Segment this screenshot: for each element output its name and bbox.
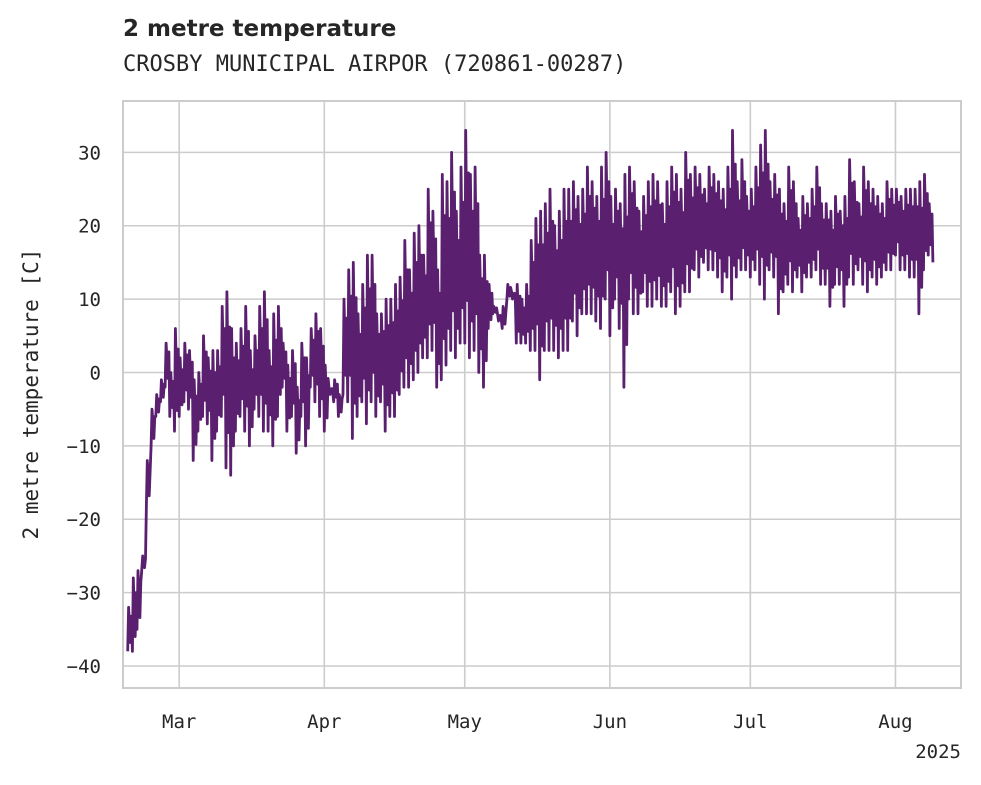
chart-subtitle: CROSBY MUNICIPAL AIRPOR (720861-00287) [123, 52, 627, 77]
y-axis-label: 2 metre temperature [C] [19, 249, 43, 540]
y-tick-label: −10 [67, 436, 101, 458]
y-tick-label: 10 [78, 289, 101, 311]
x-tick-label: Mar [162, 711, 196, 733]
series-layer [126, 129, 935, 653]
x-tick-labels: Mar Apr May Jun Jul Aug [162, 711, 913, 733]
y-tick-label: 20 [78, 216, 101, 238]
x-year-label: 2025 [915, 741, 961, 763]
x-tick-label: Jun [593, 711, 627, 733]
y-tick-label: −40 [67, 656, 101, 678]
temperature-series-line [126, 129, 935, 653]
plot-frame [122, 100, 962, 689]
x-tick-label: Aug [878, 711, 912, 733]
y-tick-label: 30 [78, 142, 101, 164]
x-tick-label: Jul [733, 711, 767, 733]
y-tick-labels: −40 −30 −20 −10 0 10 20 30 [67, 142, 101, 678]
x-tick-label: Apr [307, 711, 341, 733]
x-tick-label: May [448, 711, 482, 733]
y-tick-label: −20 [67, 509, 101, 531]
y-tick-label: −30 [67, 583, 101, 605]
y-tick-label: 0 [90, 362, 101, 384]
chart-title: 2 metre temperature [123, 16, 397, 42]
